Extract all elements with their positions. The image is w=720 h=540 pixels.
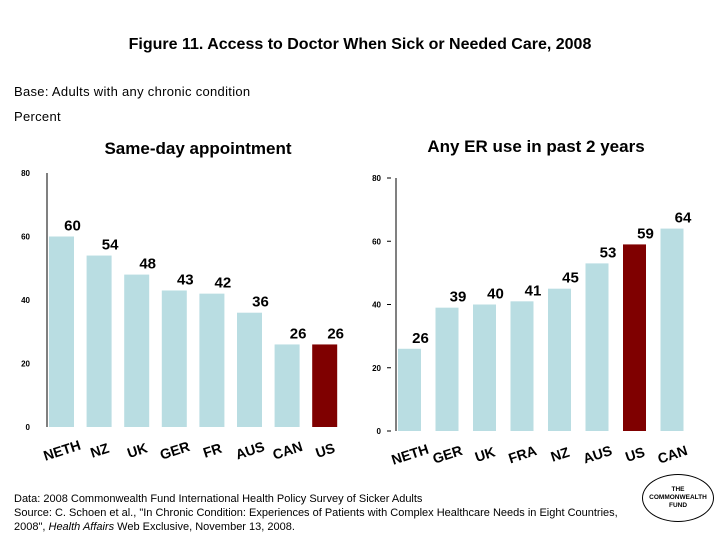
- chart1-value-label-aus: 36: [252, 294, 269, 311]
- footnote-journal: Health Affairs: [48, 521, 115, 533]
- chart2-value-label-aus: 53: [600, 244, 617, 261]
- chart1-y-tick-label: 80: [21, 169, 30, 178]
- chart2-y-tick-label: 80: [372, 174, 381, 183]
- chart1-value-label-can: 26: [290, 325, 307, 342]
- footnote-source-suffix: Web Exclusive, November 13, 2008.: [114, 521, 295, 533]
- chart1-title: Same-day appointment: [104, 139, 291, 158]
- chart2-bar-aus: [585, 263, 609, 431]
- footnote: Data: 2008 Commonwealth Fund Internation…: [14, 492, 634, 534]
- unit-label: Percent: [14, 109, 61, 124]
- chart1-bar-uk: [124, 274, 150, 427]
- chart2-y-tick-label: 40: [372, 301, 381, 310]
- chart1-bar-can: [274, 344, 300, 427]
- chart2-category-label-neth: NETH: [389, 441, 430, 468]
- footnote-source-line: Source: C. Schoen et al., "In Chronic Co…: [14, 506, 634, 534]
- chart1-value-label-us: 26: [327, 325, 344, 342]
- chart1-y-tick-label: 60: [21, 233, 30, 242]
- chart2-bar-nz: [548, 288, 571, 431]
- chart2-y-tick-label: 0: [377, 427, 382, 436]
- chart1-value-label-ger: 43: [177, 271, 194, 288]
- chart2-bar-uk: [473, 304, 496, 431]
- chart1-y-tick-label: 0: [26, 423, 31, 432]
- chart1-category-label-uk: UK: [125, 440, 149, 461]
- footnote-data-line: Data: 2008 Commonwealth Fund Internation…: [14, 493, 423, 505]
- logo-text: THE COMMONWEALTH FUND: [649, 486, 707, 509]
- chart1-value-label-uk: 48: [139, 256, 156, 273]
- chart2-bar-neth: [398, 348, 421, 431]
- chart1-category-label-fr: FR: [201, 440, 224, 461]
- chart2-value-label-nz: 45: [562, 270, 579, 287]
- chart2-category-label-us: US: [623, 444, 646, 465]
- chart2-category-label-aus: AUS: [581, 442, 614, 466]
- chart1-category-label-neth: NETH: [41, 437, 82, 464]
- chart1-bar-us: [312, 344, 338, 427]
- chart1-category-label-can: CAN: [271, 438, 305, 463]
- chart2-y-tick-label: 60: [372, 237, 381, 246]
- chart1-y-tick-label: 20: [21, 360, 30, 369]
- chart1-value-label-neth: 60: [64, 218, 81, 235]
- chart1-category-label-aus: AUS: [233, 438, 266, 462]
- chart1-value-label-nz: 54: [102, 237, 119, 254]
- chart2-bar-can: [660, 228, 684, 431]
- chart1-bar-aus: [237, 312, 262, 427]
- chart2-category-label-uk: UK: [473, 444, 497, 465]
- figure-title: Figure 11. Access to Doctor When Sick or…: [128, 36, 592, 53]
- chart2-category-label-can: CAN: [656, 442, 690, 467]
- chart1-bar-ger: [161, 290, 187, 427]
- chart2-category-label-ger: GER: [431, 442, 465, 467]
- base-text: Base: Adults with any chronic condition: [14, 84, 251, 99]
- chart2-bar-fra: [510, 301, 534, 431]
- chart1-category-label-ger: GER: [158, 438, 192, 463]
- chart2-category-label-fra: FRA: [506, 442, 538, 466]
- chart2-y-tick-label: 20: [372, 364, 381, 373]
- chart1-category-label-us: US: [313, 440, 336, 461]
- chart2-value-label-ger: 39: [450, 289, 467, 306]
- chart2-value-label-neth: 26: [412, 330, 429, 347]
- chart1-bar-nz: [86, 255, 112, 427]
- chart2-value-label-uk: 40: [487, 286, 504, 303]
- chart2-title: Any ER use in past 2 years: [427, 137, 644, 156]
- chart1-bar-fr: [199, 293, 225, 427]
- chart1-category-label-nz: NZ: [88, 440, 111, 461]
- chart2-bar-ger: [435, 307, 459, 431]
- chart2-bar-us: [623, 244, 646, 431]
- chart2-value-label-can: 64: [675, 210, 692, 227]
- chart2-category-label-nz: NZ: [549, 444, 572, 465]
- chart2-value-label-us: 59: [637, 225, 654, 242]
- commonwealth-fund-logo: THE COMMONWEALTH FUND: [642, 474, 714, 522]
- chart2-value-label-fra: 41: [525, 282, 542, 299]
- chart1-y-tick-label: 40: [21, 296, 30, 305]
- chart1-bar-neth: [49, 236, 74, 427]
- footnote-source-prefix: Source: C. Schoen et al., "In Chronic Co…: [14, 507, 618, 533]
- chart1-value-label-fr: 42: [215, 275, 232, 292]
